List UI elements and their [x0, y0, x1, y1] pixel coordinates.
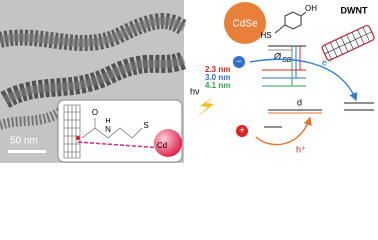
thiol-label: HS	[260, 31, 271, 40]
electron-label: e⁻	[322, 57, 332, 67]
barrier-label: Ø	[273, 51, 282, 61]
inset-atom: Cd	[157, 141, 167, 150]
inset-atom: S	[143, 121, 148, 130]
hole-label: h⁺	[296, 144, 306, 154]
inset-atom: H	[105, 118, 110, 125]
micrograph: 50 nm O N H S Cd	[0, 0, 188, 163]
hole: +	[239, 126, 245, 137]
nanotube-label: DWNT	[341, 5, 368, 15]
size-label: 2.3 nm	[205, 65, 230, 74]
energy-diagram: CdSe OH HS DWNT Ø SB 2.3 nm3.0 nm4.1 nm …	[190, 2, 375, 154]
barrier-subscript: SB	[282, 57, 292, 64]
inset-atom: N	[105, 125, 111, 134]
quantum-dot-label: CdSe	[232, 19, 257, 30]
size-label: 3.0 nm	[205, 73, 230, 82]
electron: −	[236, 57, 242, 68]
defect-label: d	[297, 97, 302, 107]
photon-label: hν	[190, 86, 200, 96]
hydroxyl-label: OH	[305, 4, 317, 13]
inset-atom: O	[92, 108, 98, 117]
scale-bar-label: 50 nm	[10, 136, 38, 147]
size-label: 4.1 nm	[205, 81, 230, 90]
figure: 50 nm O N H S Cd CdSe OH HS DWNT	[0, 0, 375, 163]
